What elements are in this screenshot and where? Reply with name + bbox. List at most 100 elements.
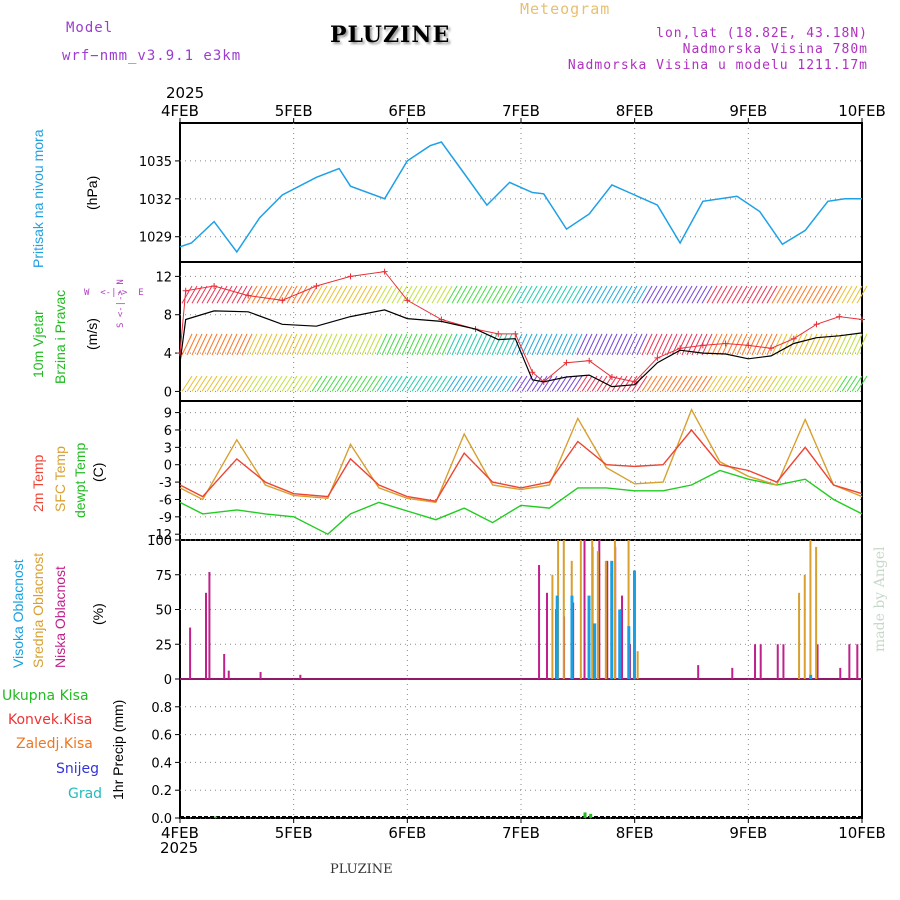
wind-barb	[231, 285, 243, 304]
model-name: wrf−nmm_v3.9.1 e3km	[62, 48, 242, 64]
wind-barb	[306, 375, 318, 392]
legend-freezing-rain: Zaledj.Kisa	[16, 736, 93, 752]
wind-barb	[431, 333, 443, 356]
cloud-low-bar	[731, 667, 734, 679]
cloud-low-bar	[208, 571, 211, 679]
wind-barb	[786, 375, 798, 392]
wind-barb	[221, 333, 233, 356]
y-tick-label: 12	[155, 270, 172, 285]
wind-barb	[766, 375, 778, 392]
wind-barb	[191, 375, 203, 392]
wind-barb	[556, 285, 568, 304]
wind-barb	[666, 285, 678, 304]
wind-barb	[506, 375, 518, 392]
wind-barb	[181, 285, 193, 304]
cloud-low-bar	[621, 595, 624, 679]
wind-barb	[286, 333, 298, 356]
wind-barb	[441, 375, 453, 392]
gust-marker	[654, 354, 661, 361]
wind-barb	[541, 333, 553, 356]
wind-barb	[361, 333, 373, 356]
wind-barb	[686, 375, 698, 392]
wind-barb	[276, 375, 288, 392]
wind-barb	[761, 375, 773, 392]
x-tick-bottom: 8FEB	[616, 824, 654, 842]
wind-barb	[256, 285, 268, 304]
gust-marker	[512, 330, 519, 337]
wind-barb	[766, 333, 778, 356]
wind-barb	[821, 285, 833, 304]
wind-barb	[446, 285, 458, 304]
wind-barb	[796, 333, 808, 356]
wind-barb	[386, 285, 398, 304]
wind-barb	[791, 375, 803, 392]
wind-barb	[271, 375, 283, 392]
wind-barb	[651, 285, 663, 304]
wind-barb	[436, 285, 448, 304]
wind-barb	[316, 375, 328, 392]
wind-barb	[646, 333, 658, 356]
wind-barb	[536, 333, 548, 356]
wind-barb	[241, 285, 253, 304]
elevation-label: Nadmorska Visina 780m	[682, 42, 868, 57]
wind-barb	[636, 285, 648, 304]
wind-barb	[441, 333, 453, 356]
wind-barb	[251, 333, 263, 356]
wind-barb	[751, 285, 763, 304]
cloud-low-bar	[189, 627, 192, 679]
wind-barb	[341, 375, 353, 392]
wind-barb	[686, 285, 698, 304]
wind-barb	[711, 285, 723, 304]
wind-barb	[221, 285, 233, 304]
wind-barb	[731, 285, 743, 304]
wind-barb	[296, 333, 308, 356]
wind-barb	[726, 285, 738, 304]
cloud-mid-bar	[798, 592, 801, 679]
wind-barb	[351, 333, 363, 356]
cloud-mid-bar	[803, 574, 806, 679]
cloud-high-bar	[555, 595, 559, 679]
wind-barb	[826, 375, 838, 392]
wind-barb	[301, 375, 313, 392]
wind-barb	[356, 375, 368, 392]
y-tick-label: 75	[155, 569, 172, 584]
wind-barb	[406, 333, 418, 356]
wind-barb	[456, 333, 468, 356]
wind-barb	[756, 333, 768, 356]
x-tick-bottom: 9FEB	[729, 824, 767, 842]
wind-barb	[321, 285, 333, 304]
cloud-low-bar	[606, 560, 609, 679]
y-tick-label: 0	[164, 385, 172, 400]
wind-barb	[451, 333, 463, 356]
wind-barb	[836, 375, 848, 392]
rain-bar	[589, 813, 593, 818]
pressure-line	[179, 141, 862, 254]
wind-barb	[491, 375, 503, 392]
wind-barb	[586, 285, 598, 304]
wind-barb	[846, 333, 858, 356]
wind-barb	[411, 285, 423, 304]
wind-barb	[201, 285, 213, 304]
wind-barb	[511, 375, 523, 392]
wind-barb	[641, 285, 653, 304]
cloud-mid-bar	[809, 540, 812, 679]
wind-barb	[661, 375, 673, 392]
cloud-mid-bar	[596, 551, 599, 679]
wind-barb	[501, 375, 513, 392]
wind-barb	[726, 375, 738, 392]
wind-barb	[416, 375, 428, 392]
x-tick-top: 10FEB	[838, 102, 885, 120]
wind-barb	[731, 375, 743, 392]
wind-barb	[181, 375, 193, 392]
wind-barb	[291, 375, 303, 392]
wind-barb	[431, 375, 443, 392]
wind-barb	[356, 333, 368, 356]
gust-marker	[722, 340, 729, 347]
wind-barb	[801, 285, 813, 304]
y-tick-label: 0	[164, 673, 172, 688]
wind-barb	[751, 333, 763, 356]
wind-barb	[381, 333, 393, 356]
cloud-high-bar	[593, 623, 597, 679]
wind-barb	[521, 375, 533, 392]
wind-barb	[781, 375, 793, 392]
